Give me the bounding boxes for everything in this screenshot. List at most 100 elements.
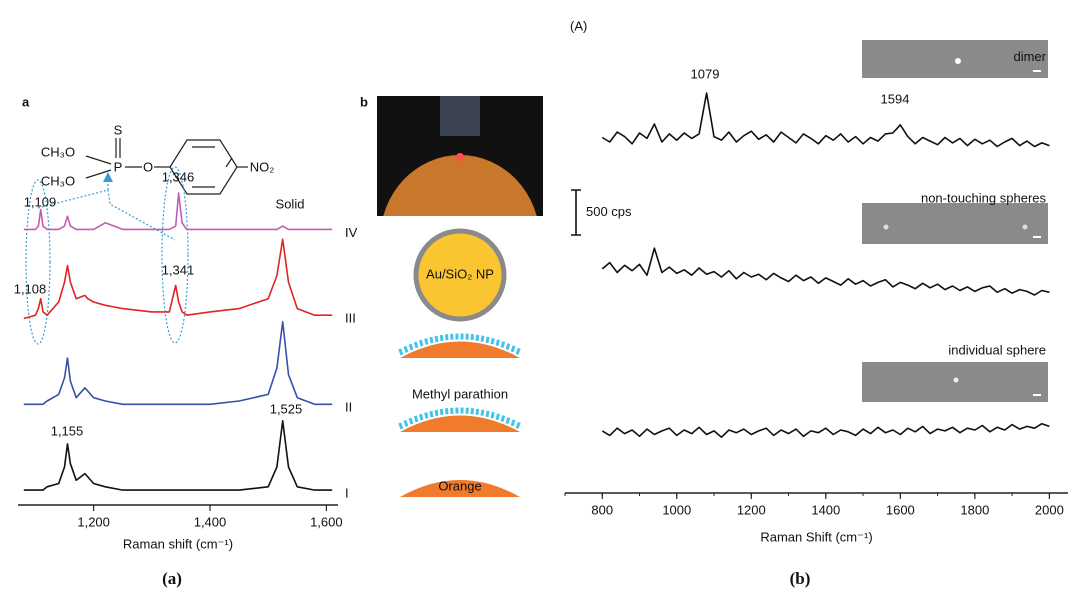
molecule [485, 336, 490, 344]
structure-bonds [85, 138, 248, 195]
orange-slice [400, 341, 520, 358]
molecule [413, 341, 419, 349]
series-label: individual sphere [948, 342, 1046, 357]
molecule [429, 336, 434, 344]
x-axis-label: Raman Shift (cm⁻¹) [760, 529, 872, 544]
molecule [408, 417, 414, 425]
x-tick-label: 1400 [811, 502, 840, 517]
molecule [444, 334, 449, 341]
molecule [490, 411, 495, 419]
x-axis-label: Raman shift (cm⁻¹) [123, 536, 233, 551]
annotation: 1,346 [162, 169, 195, 184]
molecule [439, 334, 444, 342]
structure-label: CH₃O [41, 144, 75, 159]
panel-label: (A) [570, 18, 587, 33]
structure-label: CH₃O [41, 173, 75, 188]
nanoparticle [413, 228, 507, 322]
annotation: 1,341 [162, 262, 195, 277]
series-label: III [345, 311, 356, 326]
schematic-label: Au/SiO₂ NP [426, 266, 494, 281]
molecule [424, 338, 429, 345]
molecule [505, 417, 511, 425]
molecule [500, 415, 506, 422]
molecule [419, 339, 424, 347]
spectrum [601, 92, 1050, 148]
objective [440, 96, 480, 136]
schematic-label: Orange [438, 478, 481, 493]
annotation: 1594 [881, 91, 910, 106]
molecule [485, 410, 490, 418]
molecule [434, 409, 439, 417]
series-label: non-touching spheres [921, 190, 1047, 205]
laser [456, 153, 464, 161]
structure-label: NO₂ [250, 159, 275, 174]
molecule [398, 422, 404, 430]
molecule [515, 347, 521, 355]
molecule [480, 335, 485, 342]
x-tick-label: 1000 [662, 502, 691, 517]
x-tick-label: 1,200 [77, 514, 110, 529]
molecule [424, 412, 429, 419]
scale-bar [571, 189, 581, 236]
molecule [475, 334, 480, 341]
molecule [475, 408, 480, 415]
caption: (a) [162, 569, 182, 588]
molecule [403, 419, 409, 427]
molecule [434, 335, 439, 343]
spectrum [23, 192, 333, 231]
molecule [510, 419, 516, 427]
molecule [408, 343, 414, 351]
series-label: II [345, 400, 352, 415]
spectrum [601, 247, 1050, 296]
molecule [480, 409, 485, 416]
x-tick-label: 2000 [1035, 502, 1064, 517]
x-tick-label: 1800 [960, 502, 989, 517]
molecule [444, 408, 449, 415]
x-tick-label: 1600 [886, 502, 915, 517]
molecules [398, 333, 521, 430]
caption: (b) [790, 569, 811, 588]
spectrum [23, 321, 333, 406]
orange-slice [400, 415, 520, 432]
annotation: 1,108 [14, 281, 47, 296]
annotation: 1079 [691, 66, 720, 81]
annotation: 1,525 [270, 401, 303, 416]
spectrum [23, 420, 333, 491]
molecule [413, 415, 419, 423]
structure-label: O [143, 159, 153, 174]
x-tick-label: 1,600 [310, 514, 343, 529]
molecule [429, 410, 434, 418]
annotation: 1,109 [24, 194, 57, 209]
panel-label: a [22, 94, 30, 109]
structure-label: S [114, 122, 123, 137]
molecule [510, 345, 516, 353]
molecule [439, 408, 444, 416]
structure-label: P [114, 159, 123, 174]
molecule [490, 337, 495, 345]
annotation: Solid [276, 196, 305, 211]
orange-slice [400, 480, 520, 497]
annotation: 1,155 [51, 423, 84, 438]
molecule [419, 413, 424, 421]
molecule [505, 343, 511, 351]
sem-insets [862, 40, 1048, 402]
arrow [103, 172, 113, 182]
molecule [495, 339, 500, 347]
spectrum [23, 238, 333, 320]
x-tick-label: 1200 [737, 502, 766, 517]
series-label: I [345, 486, 349, 501]
series-label: dimer [1013, 49, 1046, 64]
spectrum [601, 422, 1050, 438]
molecule [515, 421, 521, 429]
series-label: IV [345, 225, 358, 240]
x-tick-label: 1,400 [194, 514, 227, 529]
molecule [495, 413, 500, 421]
scale-bar-label: 500 cps [586, 204, 632, 219]
molecule [398, 348, 404, 356]
panel-label: b [360, 94, 368, 109]
schematic-label: Methyl parathion [412, 386, 508, 401]
x-tick-label: 800 [591, 502, 613, 517]
molecule [403, 345, 409, 353]
molecule [500, 341, 506, 348]
